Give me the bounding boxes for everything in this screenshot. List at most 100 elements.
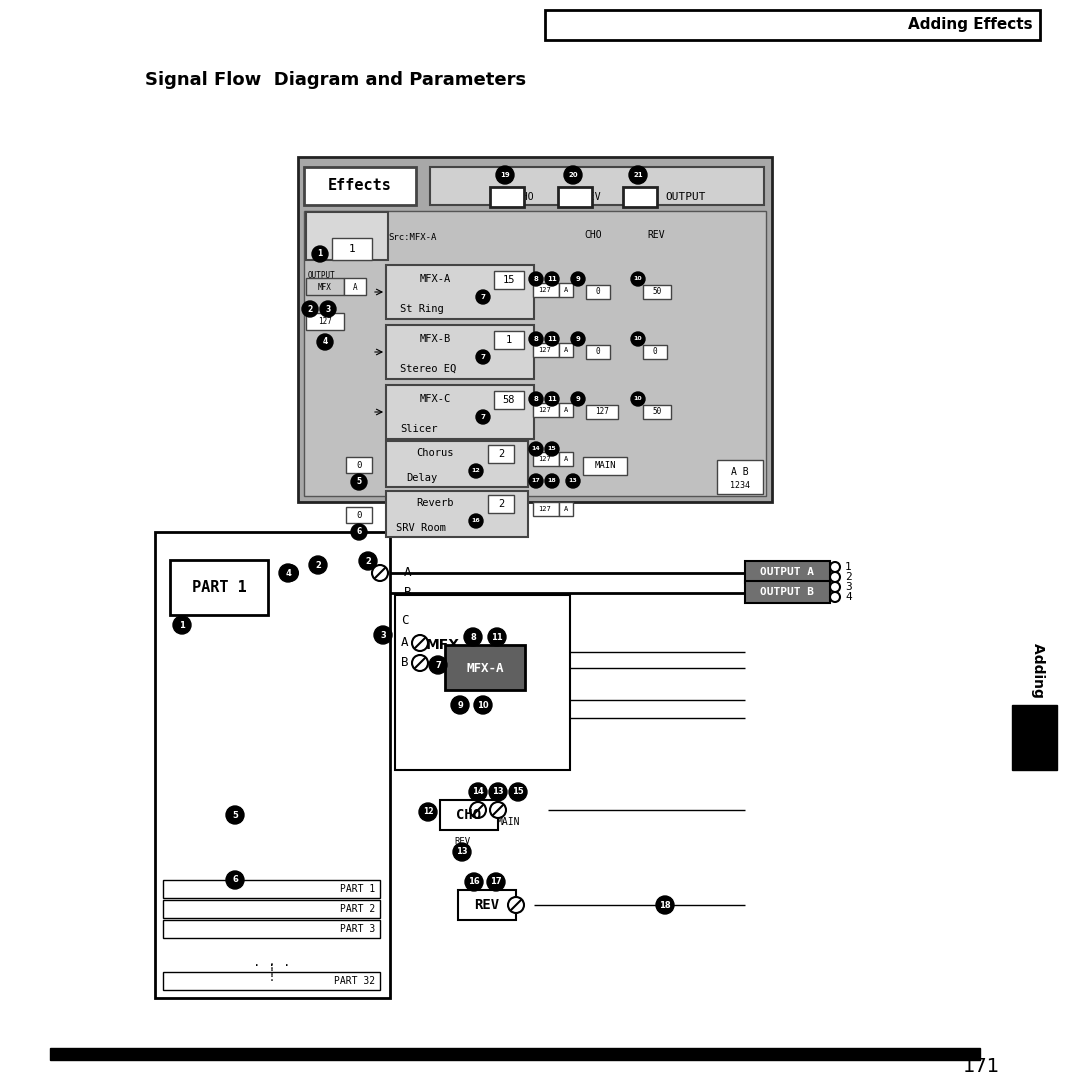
Text: Adding Effects: Adding Effects (1031, 643, 1045, 757)
Text: 16: 16 (468, 877, 480, 887)
Bar (488, 445, 514, 463)
Text: 127: 127 (539, 456, 552, 462)
Text: 12: 12 (472, 469, 481, 473)
Text: 10: 10 (634, 276, 643, 282)
Text: 2: 2 (845, 572, 852, 582)
Bar (386, 384, 534, 438)
Circle shape (226, 806, 244, 824)
Circle shape (831, 572, 840, 582)
Text: 17: 17 (490, 877, 502, 887)
Bar (559, 283, 573, 297)
Text: . . .: . . . (253, 957, 291, 970)
Circle shape (469, 514, 483, 528)
Bar (534, 453, 559, 465)
Circle shape (631, 392, 645, 406)
Bar (303, 167, 416, 205)
Bar (559, 403, 573, 417)
Text: 4: 4 (285, 568, 291, 578)
Text: CHO: CHO (584, 230, 602, 240)
Bar (458, 890, 516, 920)
Text: 171: 171 (963, 1056, 1000, 1076)
Text: 6: 6 (232, 876, 238, 885)
Text: 11: 11 (491, 633, 503, 642)
Text: OUTPUT: OUTPUT (665, 192, 705, 202)
Circle shape (529, 272, 543, 286)
Text: Chorus: Chorus (416, 448, 454, 458)
Text: 21: 21 (633, 172, 643, 178)
Text: 127: 127 (539, 287, 552, 293)
Bar (558, 187, 592, 207)
Text: MFX-C: MFX-C (420, 394, 451, 404)
Text: Delay: Delay (406, 473, 437, 483)
Text: 7: 7 (481, 414, 485, 420)
Text: 7: 7 (481, 354, 485, 360)
Bar (586, 345, 610, 359)
Text: CHO: CHO (457, 808, 482, 822)
Bar (430, 167, 764, 205)
Circle shape (509, 783, 527, 801)
Circle shape (464, 627, 482, 646)
Circle shape (476, 291, 490, 303)
Circle shape (487, 873, 505, 891)
Bar (534, 403, 559, 417)
Circle shape (465, 873, 483, 891)
Text: 1: 1 (349, 244, 355, 254)
Text: 14: 14 (472, 787, 484, 797)
Bar (332, 238, 372, 260)
Text: 2: 2 (365, 556, 370, 566)
Text: 15: 15 (548, 446, 556, 451)
Text: 17: 17 (531, 478, 540, 484)
Text: MAIN: MAIN (594, 461, 616, 471)
Bar (494, 330, 524, 349)
Circle shape (508, 897, 524, 913)
Circle shape (411, 654, 428, 671)
Bar (50, 1048, 980, 1059)
Bar (490, 187, 524, 207)
Text: Stereo EQ: Stereo EQ (400, 364, 456, 374)
Text: 9: 9 (576, 336, 580, 342)
Text: 9: 9 (576, 396, 580, 402)
Text: REV: REV (647, 230, 665, 240)
Circle shape (496, 166, 514, 184)
Text: A: A (353, 283, 357, 292)
Bar (494, 271, 524, 289)
Text: A: A (564, 456, 568, 462)
Text: 18: 18 (659, 901, 671, 909)
Circle shape (302, 301, 318, 318)
Circle shape (470, 802, 486, 818)
Bar (346, 457, 372, 473)
Text: 19: 19 (500, 172, 510, 178)
Text: 3: 3 (325, 305, 330, 313)
Text: 11: 11 (548, 276, 557, 282)
Circle shape (453, 697, 468, 713)
Text: OUTPUT: OUTPUT (308, 270, 336, 280)
Text: 5: 5 (232, 810, 238, 820)
Circle shape (318, 334, 333, 350)
Circle shape (351, 524, 367, 540)
Bar (586, 285, 610, 299)
Circle shape (571, 272, 585, 286)
Text: 2: 2 (498, 499, 504, 509)
Text: MFX-B: MFX-B (420, 334, 451, 345)
Text: 8: 8 (534, 336, 539, 342)
Circle shape (312, 246, 328, 262)
Text: 7: 7 (435, 661, 441, 670)
Text: 1: 1 (179, 621, 185, 630)
Text: 58: 58 (503, 395, 515, 405)
Bar (623, 187, 657, 207)
Text: 9: 9 (457, 701, 463, 710)
Circle shape (227, 807, 243, 823)
Text: 4: 4 (845, 592, 852, 602)
Bar (545, 10, 1040, 40)
Bar (534, 502, 559, 516)
Text: 3: 3 (380, 631, 386, 639)
Text: 5: 5 (356, 477, 362, 486)
Text: 14: 14 (531, 446, 540, 451)
Circle shape (320, 301, 336, 318)
Text: 1: 1 (318, 249, 323, 258)
Text: 0: 0 (356, 511, 362, 519)
Circle shape (631, 272, 645, 286)
Text: 13: 13 (456, 848, 468, 856)
Circle shape (227, 872, 243, 888)
Circle shape (529, 474, 543, 488)
